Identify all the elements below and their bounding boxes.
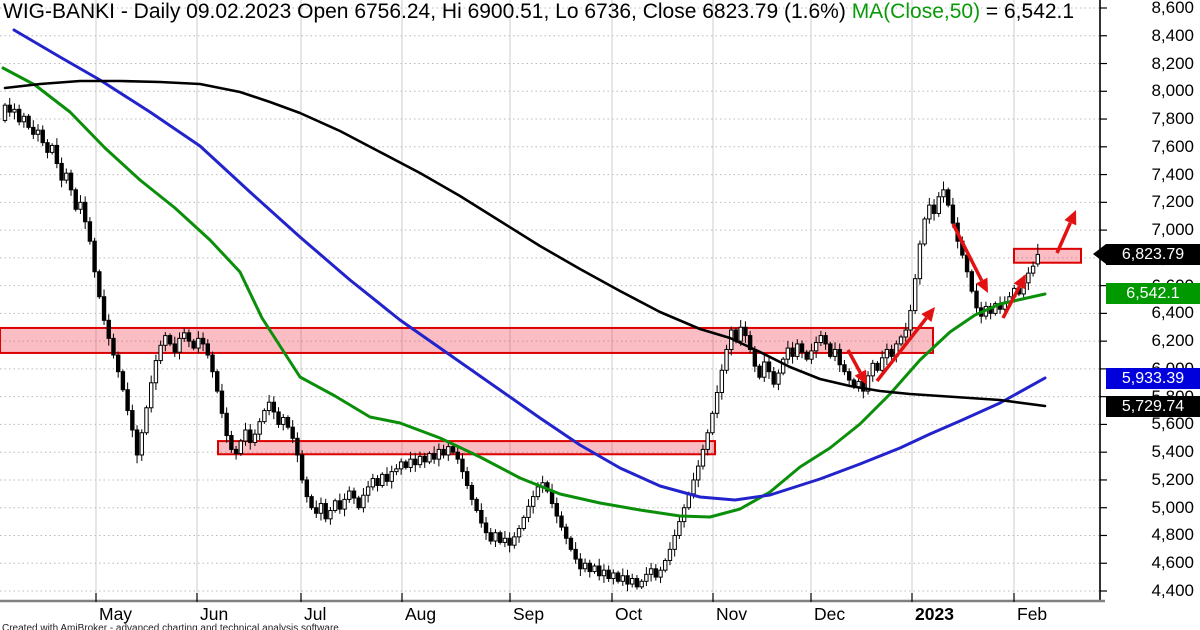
y-tick-label: 7,600 [1151,136,1194,156]
ma-line-MA(Close,50) [1,66,1047,519]
y-tick-label: 5,400 [1151,442,1194,462]
breakout-zone-6800 [1013,247,1082,264]
y-tick-label: 6,400 [1151,303,1194,323]
y-tick-label: 4,400 [1151,581,1194,600]
x-tick-label-Jun: Jun [200,604,229,624]
x-tick-label-Sep: Sep [513,604,545,624]
pullback-arrow [951,223,984,282]
ma-line-MA-black [3,79,1047,408]
y-tick-label: 7,400 [1151,164,1194,184]
y-tick-label: 5,600 [1151,414,1194,434]
x-tick-label-Aug: Aug [405,604,437,624]
x-tick-label-Nov: Nov [716,604,748,624]
y-tick-label: 8,200 [1151,53,1194,73]
y-tick-label: 4,600 [1151,553,1194,573]
x-tick-label-May: May [99,604,133,624]
tag-ma-blue: 5,933.39 [1106,367,1200,389]
recovery-arrow [1001,285,1022,319]
x-tick-label-Feb: Feb [1017,604,1048,624]
y-tick-label: 5,200 [1151,469,1194,489]
rally-arrow [875,316,928,383]
y-tick-label: 8,600 [1151,0,1194,17]
ma-legend-label: MA(Close,50) [851,0,981,23]
chart-title: WIG-BANKI - Daily 09.02.2023 Open 6756.2… [3,0,1099,24]
y-tick-label: 8,000 [1151,81,1194,101]
projection-arrow [1055,222,1072,254]
ma-line-MA-blue [12,28,1047,502]
x-tick-label-Jul: Jul [304,604,327,624]
dip-arrow [846,349,862,374]
y-tick-label: 7,200 [1151,192,1194,212]
y-tick-label: 8,400 [1151,25,1194,45]
y-tick-label: 5,000 [1151,497,1194,517]
y-tick-label: 7,800 [1151,109,1194,129]
resistance-zone-6200 [0,326,934,354]
tag-close: 6,823.79 [1093,244,1200,266]
y-tick-label: 7,000 [1151,220,1194,240]
ma-legend-value: = 6,542.1 [980,0,1075,23]
chart-title-main: WIG-BANKI - Daily 09.02.2023 Open 6756.2… [3,0,852,23]
y-tick-label: 6,200 [1151,331,1194,351]
watermark-text: Created with AmiBroker - advanced charti… [2,623,342,630]
tag-ma50: 6,542.1 [1106,283,1200,305]
x-tick-label-Oct: Oct [615,604,643,624]
y-tick-label: 4,800 [1151,525,1194,545]
x-tick-label-Dec: Dec [814,604,846,624]
tag-ma-black: 5,729.74 [1106,395,1200,417]
x-tick-label-2023: 2023 [915,604,954,624]
tag-pointer-icon [1093,244,1106,265]
